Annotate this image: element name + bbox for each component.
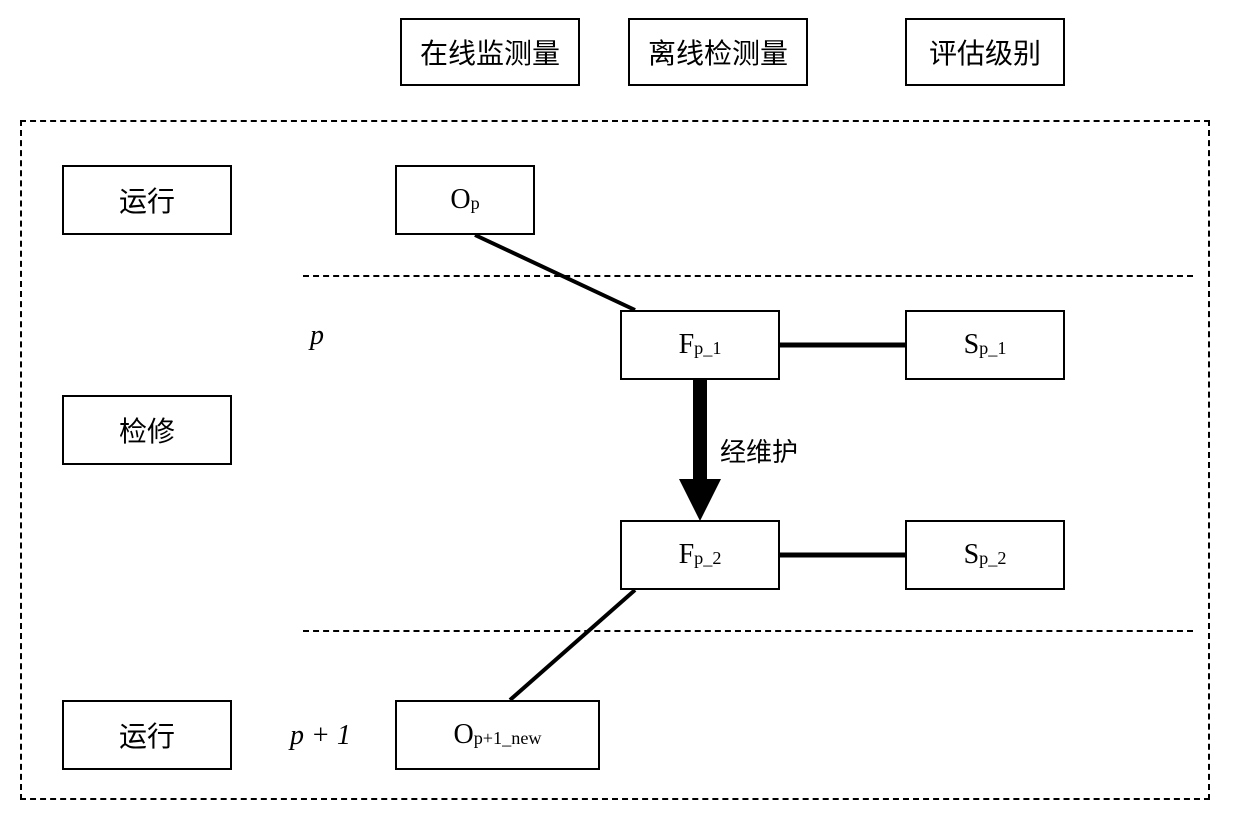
label-p-text: p	[310, 320, 324, 351]
label-p1: p + 1	[290, 720, 351, 752]
header-online: 在线监测量	[400, 18, 580, 86]
node-Sp1: Sp_1	[905, 310, 1065, 380]
label-p1-text: p + 1	[290, 720, 351, 751]
row-label-run2: 运行	[62, 700, 232, 770]
arrow-label-text: 经维护	[720, 437, 798, 467]
node-Sp1-sub: p_1	[979, 338, 1006, 359]
node-Sp2: Sp_2	[905, 520, 1065, 590]
header-online-label: 在线监测量	[420, 32, 560, 72]
header-level-label: 评估级别	[929, 32, 1041, 72]
node-Sp2-main: S	[964, 539, 980, 571]
node-Op1new-main: O	[453, 719, 473, 751]
node-Op: Op	[395, 165, 535, 235]
node-Op1new-sub: p+1_new	[474, 728, 542, 749]
node-Op-sub: p	[471, 193, 480, 214]
node-Sp1-main: S	[964, 329, 980, 361]
row-label-run1-text: 运行	[119, 180, 175, 220]
header-offline: 离线检测量	[628, 18, 808, 86]
diagram-container: 在线监测量 离线检测量 评估级别 运行 检修 运行 Op Fp_1 Sp_1 F…	[0, 0, 1240, 814]
row-label-maintenance: 检修	[62, 395, 232, 465]
header-level: 评估级别	[905, 18, 1065, 86]
dashed-divider-2	[303, 630, 1193, 632]
label-p: p	[310, 320, 324, 352]
header-offline-label: 离线检测量	[648, 32, 788, 72]
arrow-label: 经维护	[720, 432, 798, 469]
row-label-maintenance-text: 检修	[119, 410, 175, 450]
node-Fp1-main: F	[679, 329, 695, 361]
node-Fp1: Fp_1	[620, 310, 780, 380]
node-Sp2-sub: p_2	[979, 548, 1006, 569]
row-label-run2-text: 运行	[119, 715, 175, 755]
dashed-divider-1	[303, 275, 1193, 277]
node-Fp2-sub: p_2	[694, 548, 721, 569]
node-Op1new: Op+1_new	[395, 700, 600, 770]
row-label-run1: 运行	[62, 165, 232, 235]
node-Fp2-main: F	[679, 539, 695, 571]
node-Fp1-sub: p_1	[694, 338, 721, 359]
node-Fp2: Fp_2	[620, 520, 780, 590]
node-Op-main: O	[450, 184, 470, 216]
